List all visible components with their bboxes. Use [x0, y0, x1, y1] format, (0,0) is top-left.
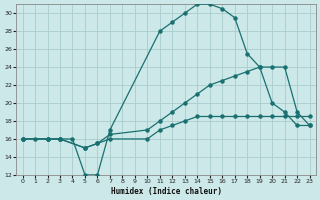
X-axis label: Humidex (Indice chaleur): Humidex (Indice chaleur)	[111, 187, 221, 196]
